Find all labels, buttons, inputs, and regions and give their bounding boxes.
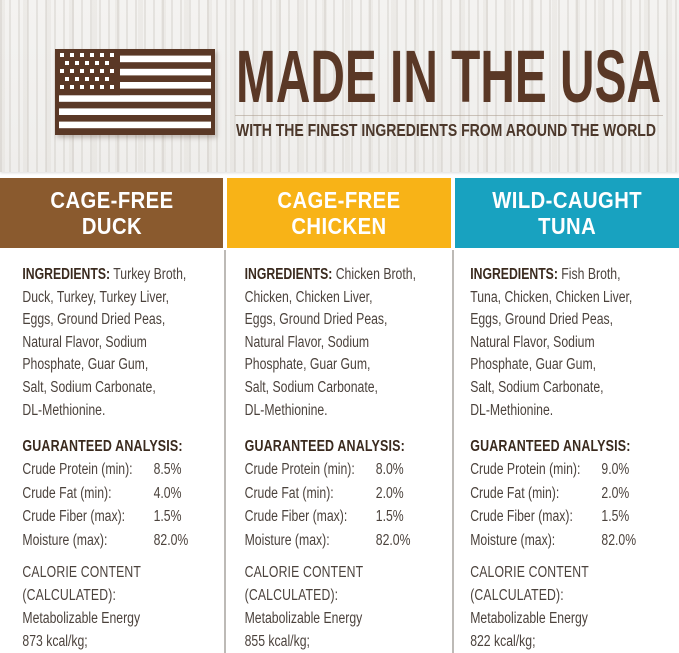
tagline: WITH THE FINEST INGREDIENTS FROM AROUND … [236, 120, 656, 140]
svg-text:WITH THE FINEST INGREDIENTS FR: WITH THE FINEST INGREDIENTS FROM AROUND … [236, 120, 656, 140]
guaranteed-analysis-heading: GUARANTEED ANALYSIS: [244, 438, 405, 456]
analysis-row: Crude Fat (min): 4.0% [22, 482, 223, 506]
analysis-row: Crude Protein (min): 8.5% [22, 458, 223, 482]
analysis-value: 2.0% [601, 484, 630, 502]
analysis-value: 9.0% [601, 461, 630, 479]
calorie-heading: CALORIE CONTENT (CALCULATED): [22, 564, 141, 605]
analysis-value: 2.0% [375, 484, 404, 502]
ingredients-label: INGREDIENTS: [470, 266, 558, 283]
analysis-label: Crude Fiber (max): [22, 508, 126, 526]
analysis-label: Crude Protein (min): [244, 461, 355, 479]
analysis-label: Moisture (max): [244, 531, 330, 549]
analysis-row: Moisture (max): 82.0% [470, 529, 679, 553]
analysis-value: 8.0% [375, 461, 404, 479]
header-title-block: MADE IN THE USA WITH THE FINEST INGREDIE… [235, 35, 667, 146]
analysis-label: Crude Fiber (max): [470, 508, 573, 526]
analysis-label: Crude Protein (min): [470, 461, 581, 479]
usa-flag-icon [55, 49, 215, 140]
calorie-heading: CALORIE CONTENT (CALCULATED): [244, 564, 364, 605]
analysis-row: Moisture (max): 82.0% [245, 529, 451, 553]
column-header-bar-tuna: WILD-CAUGHT TUNA [455, 178, 679, 248]
analysis-value: 8.5% [153, 461, 182, 479]
analysis-label: Crude Fat (min): [22, 484, 112, 502]
column-body: INGREDIENTS: Turkey Broth, Duck, Turkey,… [0, 248, 223, 653]
column-divider [452, 250, 454, 653]
column-header-bar-chicken: CAGE-FREE CHICKEN [227, 178, 451, 248]
header-banner: MADE IN THE USA WITH THE FINEST INGREDIE… [0, 0, 679, 172]
column-header-bar-duck: CAGE-FREE DUCK [0, 178, 223, 248]
column-header-label: WILD-CAUGHT TUNA [492, 187, 642, 239]
ingredients-label: INGREDIENTS: [244, 266, 333, 283]
column-divider [224, 250, 226, 653]
product-column-duck: CAGE-FREE DUCK INGREDIENTS: Turkey Broth… [0, 178, 223, 653]
calorie-lines: Metabolizable Energy 855 kcal/kg; 73 kca… [244, 610, 363, 651]
ingredients-label: INGREDIENTS: [22, 266, 111, 283]
analysis-label: Crude Fiber (max): [244, 508, 348, 526]
analysis-row: Crude Protein (min): 8.0% [245, 458, 451, 482]
column-body: INGREDIENTS: Fish Broth, Tuna, Chicken, … [455, 248, 679, 653]
analysis-row: Crude Fiber (max): 1.5% [22, 505, 223, 529]
guaranteed-analysis-heading: GUARANTEED ANALYSIS: [22, 438, 183, 456]
analysis-value: 82.0% [153, 531, 189, 549]
analysis-label: Crude Protein (min): [22, 461, 133, 479]
column-header-label: CAGE-FREE CHICKEN [277, 187, 401, 239]
calorie-lines: Metabolizable Energy 873 kcal/kg; 74 kca… [22, 610, 141, 651]
analysis-value: 82.0% [601, 531, 637, 549]
analysis-value: 1.5% [375, 508, 404, 526]
column-header-label: CAGE-FREE DUCK [49, 187, 174, 239]
analysis-value: 1.5% [601, 508, 630, 526]
calorie-lines: Metabolizable Energy 822 kcal/kg; 70 kca… [470, 610, 588, 651]
analysis-label: Moisture (max): [22, 531, 108, 549]
analysis-row: Crude Fiber (max): 1.5% [470, 505, 679, 529]
ingredients-list: Fish Broth, Tuna, Chicken, Chicken Liver… [470, 266, 633, 419]
analysis-label: Moisture (max): [470, 531, 556, 549]
product-column-chicken: CAGE-FREE CHICKEN INGREDIENTS: Chicken B… [227, 178, 451, 653]
analysis-row: Crude Fat (min): 2.0% [245, 482, 451, 506]
analysis-row: Crude Fiber (max): 1.5% [245, 505, 451, 529]
analysis-label: Crude Fat (min): [244, 484, 334, 502]
analysis-row: Crude Fat (min): 2.0% [470, 482, 679, 506]
ingredients-text: INGREDIENTS: Chicken Broth, Chicken, Chi… [245, 264, 451, 422]
ingredients-text: INGREDIENTS: Turkey Broth, Duck, Turkey,… [22, 264, 223, 422]
product-column-tuna: WILD-CAUGHT TUNA INGREDIENTS: Fish Broth… [455, 178, 679, 653]
analysis-value: 4.0% [153, 484, 182, 502]
ingredients-text: INGREDIENTS: Fish Broth, Tuna, Chicken, … [470, 264, 679, 422]
title-divider-rule [235, 115, 663, 116]
page-title: MADE IN THE USA [236, 35, 661, 118]
svg-text:MADE IN THE USA: MADE IN THE USA [236, 44, 661, 108]
analysis-value: 82.0% [375, 531, 411, 549]
product-columns: CAGE-FREE DUCK INGREDIENTS: Turkey Broth… [0, 178, 679, 653]
guaranteed-analysis-heading: GUARANTEED ANALYSIS: [470, 438, 631, 456]
ingredients-list: Turkey Broth, Duck, Turkey, Turkey Liver… [22, 266, 187, 419]
analysis-row: Moisture (max): 82.0% [22, 529, 223, 553]
analysis-value: 1.5% [153, 508, 182, 526]
analysis-row: Crude Protein (min): 9.0% [470, 458, 679, 482]
analysis-label: Crude Fat (min): [470, 484, 560, 502]
column-body: INGREDIENTS: Chicken Broth, Chicken, Chi… [227, 248, 451, 653]
ingredients-list: Chicken Broth, Chicken, Chicken Liver, E… [244, 266, 416, 419]
calorie-heading: CALORIE CONTENT (CALCULATED): [470, 564, 589, 605]
